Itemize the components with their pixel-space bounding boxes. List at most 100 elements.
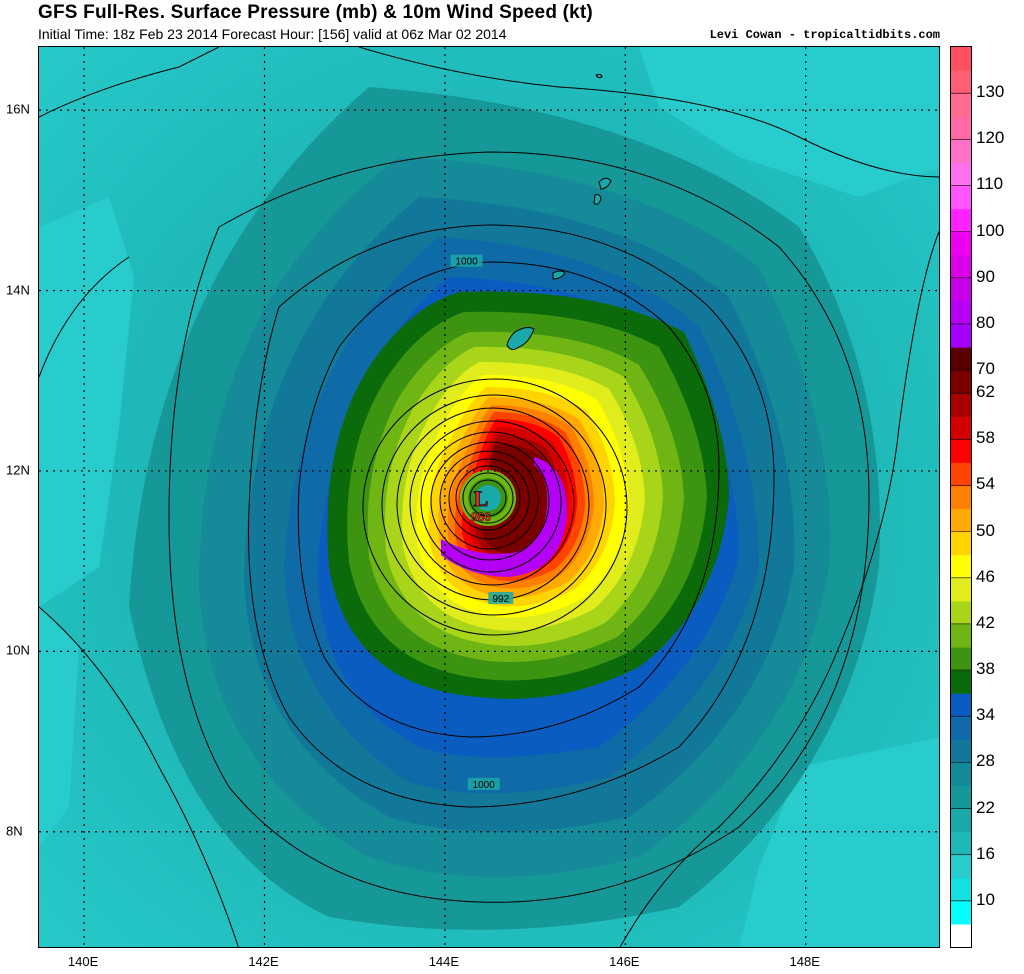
isobar: [439, 450, 539, 550]
colorbar-swatch: [951, 577, 971, 602]
colorbar-swatch: [951, 877, 971, 902]
isobar: [469, 479, 507, 517]
colorbar-label: 38: [976, 659, 995, 679]
colorbar-swatch: [951, 647, 971, 671]
island-guam: [506, 327, 535, 351]
longitude-label: 140E: [67, 954, 99, 969]
colorbar-swatch: [951, 393, 971, 417]
isobar: [619, 230, 939, 947]
colorbar-swatch: [951, 554, 971, 579]
low-wind-patch-southeast: [739, 737, 939, 947]
colorbar-swatch: [951, 323, 971, 348]
isobar-label-bg: [450, 254, 483, 267]
colorbar-swatch: [951, 254, 971, 279]
colorbar-label: 70: [976, 359, 995, 379]
colorbar-swatch: [951, 347, 971, 371]
longitude-label: 146E: [609, 954, 640, 969]
colorbar-label: 62: [976, 382, 995, 402]
isobar: [455, 465, 521, 531]
isobar: [448, 458, 530, 540]
isobar: [409, 420, 575, 586]
isobars: [39, 47, 939, 947]
colorbar-swatch: [951, 485, 971, 510]
isobar: [297, 261, 720, 738]
low-symbol: L: [474, 486, 489, 511]
wind-band-62: [480, 444, 555, 555]
isobar: [358, 47, 939, 178]
low-pressure-value: 966: [471, 510, 491, 524]
colorbar-label: 22: [976, 797, 995, 817]
colorbar-swatch: [951, 900, 971, 925]
colorbar-swatch: [951, 439, 971, 463]
colorbar-label: 58: [976, 428, 995, 448]
colorbar-swatch: [951, 670, 971, 694]
latitude-label: 12N: [6, 462, 30, 478]
isobar-label-bg: [467, 777, 500, 790]
colorbar: [950, 46, 972, 948]
colorbar-swatch: [951, 116, 971, 140]
colorbar-label: 10: [976, 889, 995, 909]
isobar: [39, 256, 130, 378]
colorbar-swatch: [951, 808, 971, 833]
colorbar-label: 120: [976, 128, 1005, 148]
island-tinian: [593, 194, 602, 205]
colorbar-swatch: [951, 923, 971, 947]
colorbar-label: 90: [976, 266, 995, 286]
colorbar-label: 34: [976, 705, 995, 725]
low-pressure-center: L 966: [471, 486, 492, 525]
colorbar-swatch: [951, 462, 971, 487]
colorbar-label: 16: [976, 843, 995, 863]
colorbar-swatch: [951, 300, 971, 325]
colorbar-swatch: [951, 162, 971, 187]
colorbar-swatch: [951, 600, 971, 625]
colorbar-label: 50: [976, 520, 995, 540]
isobar: [420, 431, 562, 573]
chart-title: GFS Full-Res. Surface Pressure (mb) & 10…: [38, 2, 593, 23]
isobar-label-bg: [488, 592, 514, 605]
chart-subtitle: Initial Time: 18z Feb 23 2014 Forecast H…: [38, 26, 507, 42]
colorbar-swatch: [951, 739, 971, 763]
colorbar-swatch: [951, 531, 971, 556]
colorbar-swatch: [951, 70, 971, 94]
colorbar-swatch: [951, 416, 971, 440]
colorbar-label: 54: [976, 474, 995, 494]
isobar-label: 1000: [473, 780, 496, 791]
latitude-label: 10N: [6, 642, 30, 658]
longitude-label: 148E: [789, 954, 820, 969]
colorbar-swatch: [951, 854, 971, 879]
colorbar-label: 46: [976, 566, 995, 586]
latitude-label: 16N: [6, 101, 30, 117]
wind-pressure-map: 1000 992 1000 L 966: [38, 46, 940, 948]
island-saipan: [598, 177, 612, 190]
latitude-label: 14N: [6, 282, 30, 298]
islands: [506, 73, 612, 351]
island-rota: [552, 270, 566, 280]
colorbar-label: 130: [976, 82, 1005, 102]
low-wind-patch-northeast: [639, 47, 939, 197]
isobar: [381, 394, 607, 616]
colorbar-label: 80: [976, 312, 995, 332]
longitude-label: 144E: [428, 954, 460, 969]
colorbar-swatches: [951, 47, 971, 947]
island-small-north: [595, 73, 603, 79]
colorbar-swatch: [951, 716, 971, 740]
colorbar-swatch: [951, 762, 971, 787]
isobar-labels: 1000 992 1000: [450, 254, 514, 791]
colorbar-swatch: [951, 277, 971, 302]
map-canvas: 1000 992 1000 L 966: [39, 47, 939, 947]
colorbar-label: 28: [976, 751, 995, 771]
isobar: [248, 224, 775, 808]
isobar: [168, 151, 870, 903]
colorbar-swatch: [951, 623, 971, 648]
colorbar-label: 42: [976, 612, 995, 632]
low-wind-patch-southwest: [39, 607, 79, 847]
credit-text: Levi Cowan - tropicaltidbits.com: [709, 28, 940, 42]
low-wind-patch-west: [39, 197, 134, 607]
colorbar-swatch: [951, 139, 971, 163]
colorbar-swatch: [951, 93, 971, 117]
longitude-label: 142E: [248, 954, 279, 969]
colorbar-swatch: [951, 370, 971, 394]
colorbar-label: 110: [976, 174, 1004, 194]
isobar-label: 1000: [455, 257, 478, 268]
isobar: [462, 472, 514, 524]
